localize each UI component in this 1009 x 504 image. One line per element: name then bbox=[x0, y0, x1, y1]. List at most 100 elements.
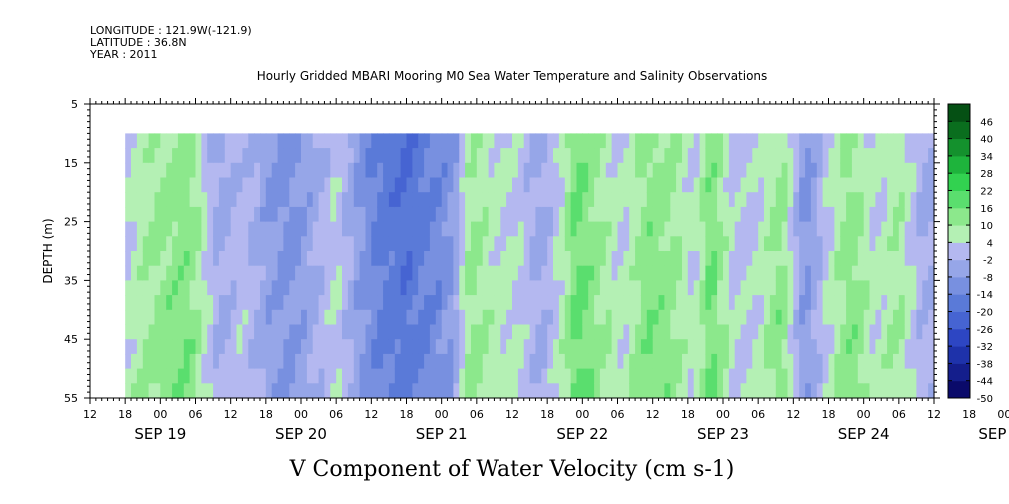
heatmap-cell bbox=[863, 221, 871, 237]
heatmap-cell bbox=[353, 236, 361, 252]
heatmap-cell bbox=[412, 206, 419, 223]
heatmap-cell bbox=[230, 324, 238, 340]
heatmap-cell bbox=[717, 295, 724, 311]
heatmap-cell bbox=[834, 236, 841, 252]
heatmap-cell bbox=[494, 309, 501, 326]
heatmap-cell bbox=[640, 383, 648, 399]
heatmap-cell bbox=[752, 368, 759, 384]
heatmap-cell bbox=[687, 353, 695, 370]
heatmap-cell bbox=[816, 339, 824, 355]
heatmap-cell bbox=[295, 177, 302, 193]
heatmap-cell bbox=[617, 206, 624, 223]
longitude-label: LONGITUDE : 121.9W(-121.9) bbox=[90, 24, 252, 37]
heatmap-cell bbox=[453, 236, 460, 252]
heatmap-cell bbox=[523, 133, 531, 149]
heatmap-cell bbox=[160, 309, 167, 326]
heatmap-cell bbox=[347, 221, 355, 237]
heatmap-cell bbox=[664, 133, 671, 149]
heatmap-cell bbox=[758, 148, 765, 164]
heatmap-cell bbox=[910, 353, 918, 370]
heatmap-cell bbox=[922, 309, 929, 326]
heatmap-cell bbox=[330, 177, 337, 193]
colorbar-label: 4 bbox=[987, 238, 993, 249]
heatmap-cell bbox=[523, 265, 531, 281]
heatmap-cell bbox=[898, 368, 906, 384]
heatmap-cell bbox=[248, 221, 255, 237]
heatmap-cell bbox=[453, 353, 460, 370]
heatmap-cell bbox=[142, 368, 150, 384]
heatmap-cell bbox=[494, 265, 501, 281]
heatmap-cell bbox=[248, 309, 255, 326]
heatmap-cell bbox=[769, 280, 777, 296]
heatmap-cell bbox=[646, 383, 654, 399]
heatmap-cell bbox=[230, 221, 238, 237]
heatmap-cell bbox=[347, 251, 355, 267]
heatmap-cell bbox=[611, 383, 619, 399]
heatmap-cell bbox=[828, 324, 835, 340]
heatmap-cell bbox=[810, 265, 818, 281]
heatmap-cell bbox=[230, 383, 238, 399]
heatmap-cell bbox=[541, 265, 548, 281]
heatmap-cell bbox=[758, 221, 765, 237]
heatmap-cell bbox=[160, 192, 167, 208]
heatmap-cell bbox=[218, 339, 226, 355]
heatmap-cell bbox=[418, 353, 425, 370]
heatmap-cell bbox=[898, 206, 906, 223]
heatmap-cell bbox=[664, 353, 671, 370]
heatmap-cell bbox=[324, 309, 331, 326]
heatmap-cell bbox=[435, 353, 443, 370]
heatmap-cell bbox=[769, 368, 777, 384]
heatmap-cell bbox=[553, 148, 560, 164]
heatmap-cell bbox=[295, 353, 302, 370]
heatmap-cell bbox=[529, 339, 537, 355]
heatmap-cell bbox=[893, 368, 900, 384]
heatmap-cell bbox=[775, 251, 783, 267]
heatmap-cell bbox=[605, 309, 613, 326]
heatmap-cell bbox=[875, 206, 882, 223]
heatmap-cell bbox=[482, 309, 490, 326]
heatmap-cell bbox=[172, 324, 179, 340]
heatmap-cell bbox=[863, 353, 871, 370]
heatmap-cell bbox=[377, 236, 384, 252]
heatmap-cell bbox=[711, 133, 718, 149]
heatmap-cell bbox=[301, 295, 308, 311]
heatmap-cell bbox=[799, 265, 806, 281]
heatmap-cell bbox=[658, 148, 665, 164]
heatmap-cell bbox=[793, 309, 800, 326]
heatmap-cell bbox=[195, 383, 202, 399]
heatmap-cell bbox=[512, 339, 519, 355]
heatmap-cell bbox=[594, 324, 601, 340]
heatmap-cell bbox=[758, 236, 765, 252]
heatmap-cell bbox=[828, 339, 835, 355]
heatmap-cell bbox=[717, 206, 724, 223]
heatmap-cell bbox=[922, 295, 929, 311]
heatmap-cell bbox=[728, 192, 736, 208]
heatmap-cell bbox=[459, 148, 466, 164]
heatmap-cell bbox=[846, 236, 853, 252]
heatmap-cell bbox=[482, 368, 490, 384]
heatmap-cell bbox=[131, 324, 138, 340]
heatmap-cell bbox=[412, 192, 419, 208]
heatmap-cell bbox=[306, 309, 314, 326]
heatmap-cell bbox=[248, 206, 255, 223]
heatmap-cell bbox=[459, 206, 466, 223]
heatmap-cell bbox=[371, 133, 378, 149]
heatmap-cell bbox=[136, 324, 144, 340]
heatmap-cell bbox=[242, 324, 249, 340]
heatmap-cell bbox=[136, 133, 144, 149]
heatmap-cell bbox=[189, 133, 197, 149]
heatmap-cell bbox=[670, 295, 677, 311]
heatmap-cell bbox=[383, 383, 390, 399]
heatmap-cell bbox=[787, 324, 794, 340]
heatmap-cell bbox=[230, 309, 238, 326]
heatmap-cell bbox=[388, 162, 396, 179]
heatmap-cell bbox=[851, 236, 859, 252]
heatmap-cell bbox=[746, 339, 753, 355]
heatmap-cell bbox=[224, 280, 232, 296]
heatmap-cell bbox=[260, 177, 267, 193]
heatmap-cell bbox=[301, 192, 308, 208]
heatmap-cell bbox=[254, 206, 261, 223]
heatmap-cell bbox=[558, 192, 566, 208]
heatmap-cell bbox=[547, 177, 554, 193]
